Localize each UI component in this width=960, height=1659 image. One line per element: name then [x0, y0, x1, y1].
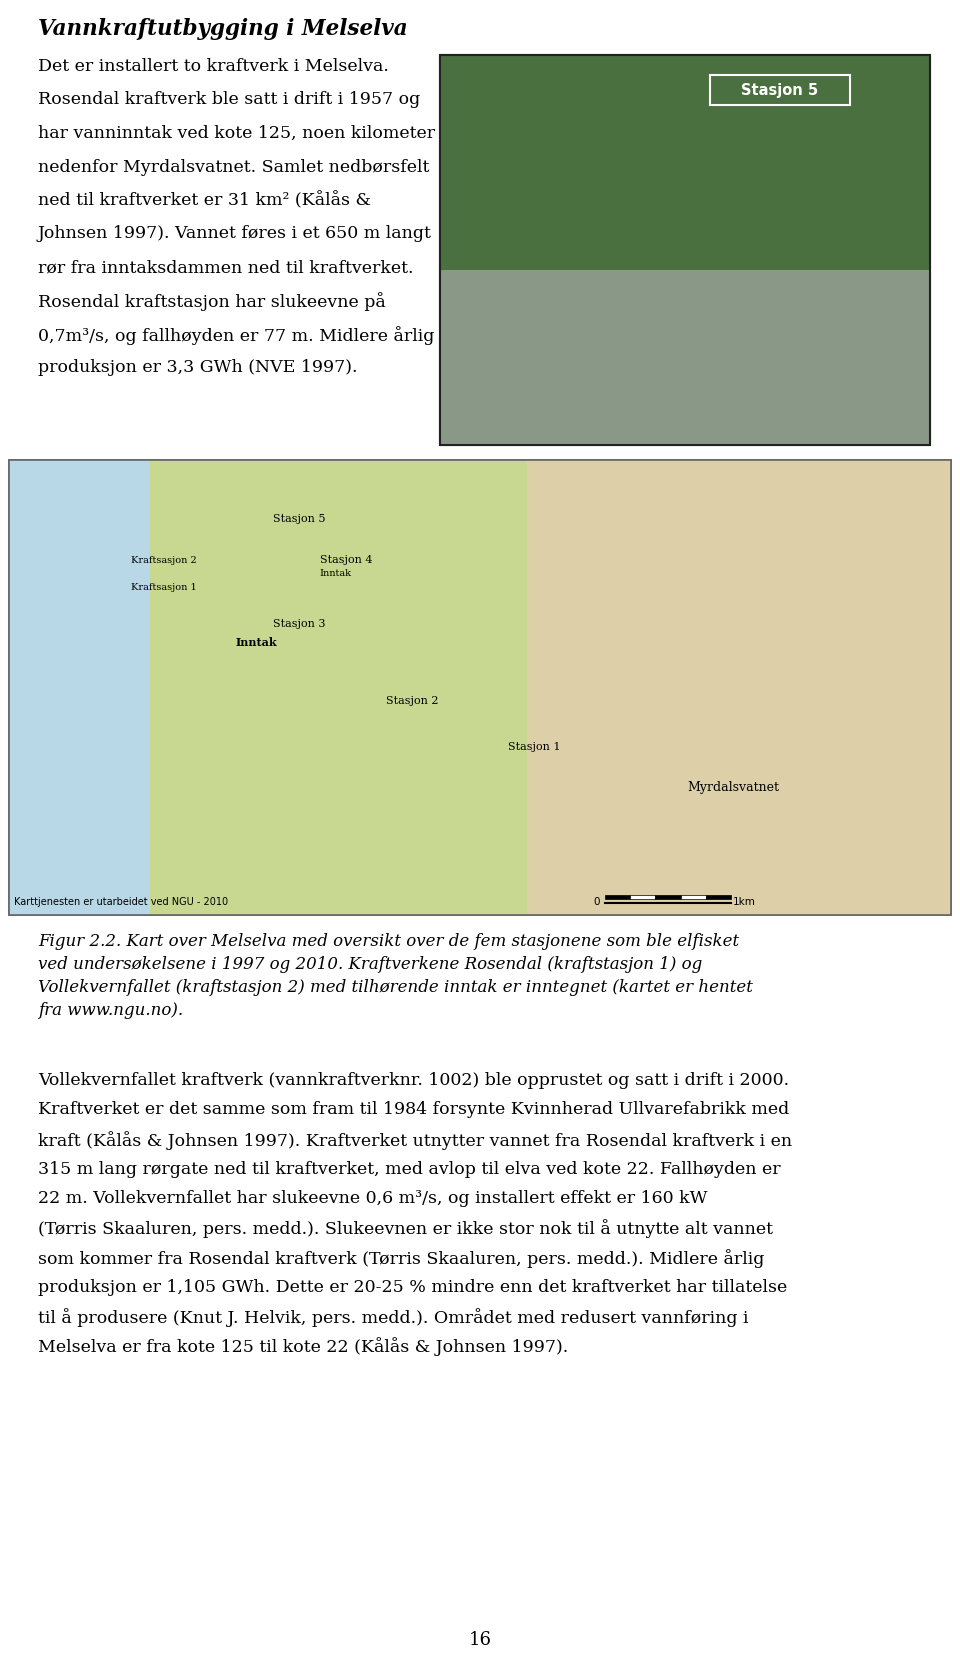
Bar	[440, 55, 930, 445]
Bar	[706, 894, 732, 899]
Text: Kraftsasjon 2: Kraftsasjon 2	[132, 556, 197, 564]
Text: Stasjon 5: Stasjon 5	[741, 83, 818, 98]
Text: Vannkraftutbygging i Melselva: Vannkraftutbygging i Melselva	[38, 18, 408, 40]
Bar	[656, 894, 681, 899]
Text: Johnsen 1997). Vannet føres i et 650 m langt: Johnsen 1997). Vannet føres i et 650 m l…	[38, 226, 432, 242]
Bar	[681, 894, 706, 899]
Text: 0: 0	[593, 898, 600, 907]
Bar	[9, 460, 179, 916]
Text: Inntak: Inntak	[320, 569, 352, 579]
Bar	[527, 460, 951, 916]
Bar	[709, 75, 850, 105]
Text: som kommer fra Rosendal kraftverk (Tørris Skaaluren, pers. medd.). Midlere årlig: som kommer fra Rosendal kraftverk (Tørri…	[38, 1249, 764, 1267]
Text: 0,7m³/s, og fallhøyden er 77 m. Midlere årlig: 0,7m³/s, og fallhøyden er 77 m. Midlere …	[38, 327, 434, 345]
Text: har vanninntak ved kote 125, noen kilometer: har vanninntak ved kote 125, noen kilome…	[38, 124, 435, 143]
Text: Stasjon 2: Stasjon 2	[386, 697, 439, 707]
Text: Kraftverket er det samme som fram til 1984 forsynte Kvinnherad Ullvarefabrikk me: Kraftverket er det samme som fram til 19…	[38, 1102, 789, 1118]
Text: Stasjon 4: Stasjon 4	[320, 556, 372, 566]
Text: Rosendal kraftverk ble satt i drift i 1957 og: Rosendal kraftverk ble satt i drift i 19…	[38, 91, 420, 108]
Text: kraft (Kålås & Johnsen 1997). Kraftverket utnytter vannet fra Rosendal kraftverk: kraft (Kålås & Johnsen 1997). Kraftverke…	[38, 1131, 792, 1150]
Text: Det er installert to kraftverk i Melselva.: Det er installert to kraftverk i Melselv…	[38, 58, 389, 75]
Text: til å produsere (Knut J. Helvik, pers. medd.). Området med redusert vannføring i: til å produsere (Knut J. Helvik, pers. m…	[38, 1307, 749, 1327]
Text: Rosendal kraftstasjon har slukeevne på: Rosendal kraftstasjon har slukeevne på	[38, 292, 386, 312]
Text: Stasjon 5: Stasjon 5	[273, 514, 325, 524]
Text: produksjon er 1,105 GWh. Dette er 20-25 % mindre enn det kraftverket har tillate: produksjon er 1,105 GWh. Dette er 20-25 …	[38, 1279, 787, 1296]
Text: nedenfor Myrdalsvatnet. Samlet nedbørsfelt: nedenfor Myrdalsvatnet. Samlet nedbørsfe…	[38, 159, 429, 176]
Bar	[9, 460, 951, 916]
Bar	[630, 894, 656, 899]
Text: produksjon er 3,3 GWh (NVE 1997).: produksjon er 3,3 GWh (NVE 1997).	[38, 360, 357, 377]
Text: Stasjon 3: Stasjon 3	[273, 619, 325, 629]
Text: 315 m lang rørgate ned til kraftverket, med avlop til elva ved kote 22. Fallhøyd: 315 m lang rørgate ned til kraftverket, …	[38, 1161, 780, 1178]
Text: 22 m. Vollekvernfallet har slukeevne 0,6 m³/s, og installert effekt er 160 kW: 22 m. Vollekvernfallet har slukeevne 0,6…	[38, 1190, 708, 1208]
Text: Kraftsasjon 1: Kraftsasjon 1	[132, 582, 197, 592]
Text: Stasjon 1: Stasjon 1	[508, 742, 561, 752]
Text: Myrdalsvatnet: Myrdalsvatnet	[687, 781, 780, 795]
Bar	[151, 460, 574, 916]
Bar	[440, 55, 930, 445]
Text: Figur 2.2. Kart over Melselva med oversikt over de fem stasjonene som ble elfisk: Figur 2.2. Kart over Melselva med oversi…	[38, 932, 753, 1019]
Text: Karttjenesten er utarbeidet ved NGU - 2010: Karttjenesten er utarbeidet ved NGU - 20…	[14, 898, 228, 907]
Bar	[440, 269, 930, 445]
Text: 1km: 1km	[733, 898, 756, 907]
Text: 16: 16	[468, 1631, 492, 1649]
Text: (Tørris Skaaluren, pers. medd.). Slukeevnen er ikke stor nok til å utnytte alt v: (Tørris Skaaluren, pers. medd.). Slukeev…	[38, 1219, 773, 1238]
Text: rør fra inntaksdammen ned til kraftverket.: rør fra inntaksdammen ned til kraftverke…	[38, 259, 414, 275]
Bar	[440, 55, 930, 269]
Text: Melselva er fra kote 125 til kote 22 (Kålås & Johnsen 1997).: Melselva er fra kote 125 til kote 22 (Kå…	[38, 1337, 568, 1357]
Bar	[605, 894, 630, 899]
Text: Vollekvernfallet kraftverk (vannkraftverknr. 1002) ble opprustet og satt i drift: Vollekvernfallet kraftverk (vannkraftver…	[38, 1072, 789, 1088]
Text: Inntak: Inntak	[235, 637, 276, 647]
Text: ned til kraftverket er 31 km² (Kålås &: ned til kraftverket er 31 km² (Kålås &	[38, 192, 371, 209]
Bar	[9, 460, 951, 916]
